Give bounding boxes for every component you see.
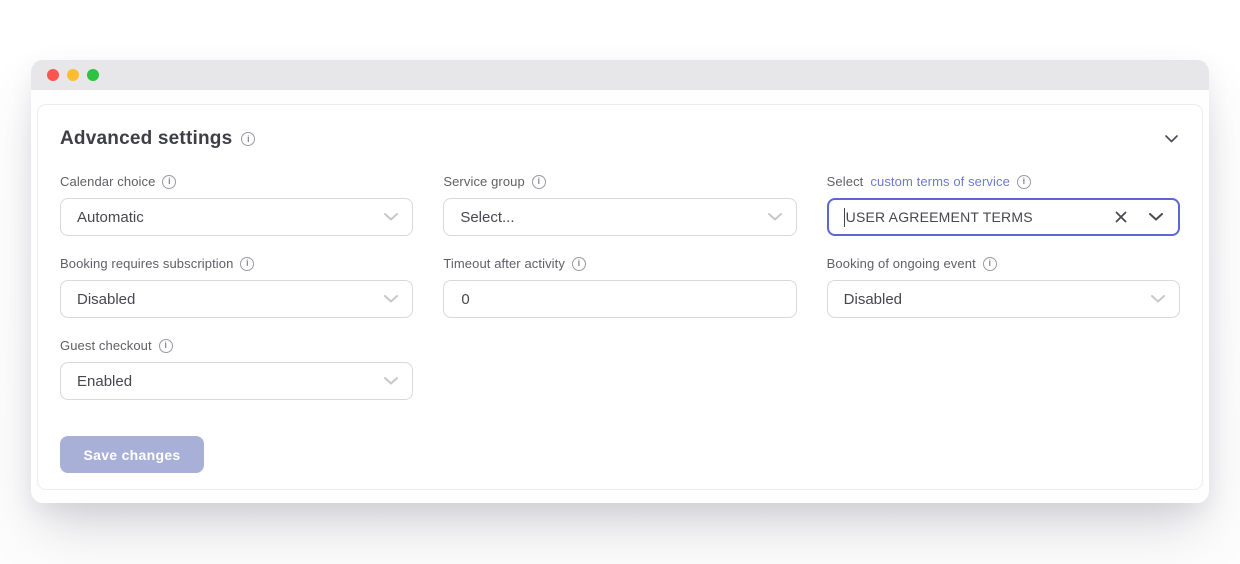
info-icon: i	[571, 256, 586, 271]
info-icon: i	[158, 338, 173, 353]
page-title: Advanced settings	[60, 128, 233, 149]
custom-terms-combobox[interactable]: USER AGREEMENT TERMS	[826, 198, 1180, 236]
save-changes-button[interactable]: Save changes	[60, 436, 204, 473]
field-calendar-choice: Calendar choice i Automatic	[60, 174, 414, 236]
calendar-choice-select[interactable]: Automatic	[60, 198, 414, 236]
collapse-section-button[interactable]	[1161, 131, 1182, 147]
info-icon: i	[531, 174, 546, 189]
minimize-button[interactable]	[67, 69, 79, 81]
close-button[interactable]	[47, 69, 59, 81]
select-value: Disabled	[77, 290, 136, 308]
booking-requires-subscription-label: Booking requires subscription	[60, 256, 234, 271]
select-value: Select...	[460, 208, 515, 226]
info-icon: i	[1016, 174, 1031, 189]
calendar-choice-label: Calendar choice	[60, 174, 156, 189]
field-booking-requires-subscription: Booking requires subscription i Disabled	[60, 256, 414, 318]
chevron-down-icon	[1165, 135, 1178, 143]
custom-terms-label-prefix: Select	[826, 174, 864, 189]
zoom-button[interactable]	[87, 69, 99, 81]
chevron-down-icon	[384, 377, 399, 385]
chevron-down-icon	[384, 213, 399, 221]
select-value: Enabled	[77, 372, 133, 390]
field-service-group: Service group i Select...	[443, 174, 797, 236]
guest-checkout-select[interactable]: Enabled	[60, 362, 414, 400]
app-window: Advanced settings i Calendar choice i Au…	[31, 60, 1209, 503]
service-group-label: Service group	[443, 174, 525, 189]
chevron-down-icon	[1149, 213, 1163, 221]
info-icon: i	[240, 256, 255, 271]
timeout-after-activity-input[interactable]	[443, 280, 797, 318]
chevron-down-icon	[1151, 295, 1165, 303]
close-icon	[1115, 211, 1127, 223]
booking-of-ongoing-event-select[interactable]: Disabled	[826, 280, 1180, 318]
booking-of-ongoing-event-label: Booking of ongoing event	[826, 256, 976, 271]
field-custom-terms: Select custom terms of service i USER AG…	[826, 174, 1180, 236]
settings-grid: Calendar choice i Automatic Service grou…	[60, 174, 1180, 400]
chevron-down-icon	[384, 295, 399, 303]
window-titlebar	[31, 60, 1209, 90]
timeout-after-activity-label: Timeout after activity	[443, 256, 565, 271]
panel-header: Advanced settings i	[60, 128, 1180, 150]
combobox-value: USER AGREEMENT TERMS	[845, 209, 1033, 225]
info-icon: i	[162, 174, 177, 189]
field-guest-checkout: Guest checkout i Enabled	[60, 338, 414, 400]
clear-selection-button[interactable]	[1113, 209, 1129, 225]
info-icon: i	[241, 132, 256, 146]
open-dropdown-button[interactable]	[1147, 211, 1165, 223]
service-group-select[interactable]: Select...	[443, 198, 797, 236]
booking-requires-subscription-select[interactable]: Disabled	[60, 280, 414, 318]
select-value: Disabled	[843, 290, 903, 308]
field-booking-of-ongoing-event: Booking of ongoing event i Disabled	[826, 256, 1180, 318]
info-icon: i	[982, 256, 997, 271]
advanced-settings-panel: Advanced settings i Calendar choice i Au…	[37, 104, 1203, 490]
chevron-down-icon	[767, 213, 782, 221]
field-timeout-after-activity: Timeout after activity i	[443, 256, 797, 318]
text-cursor	[843, 207, 845, 227]
guest-checkout-label: Guest checkout	[60, 338, 152, 353]
select-value: Automatic	[77, 208, 144, 226]
custom-terms-link[interactable]: custom terms of service	[870, 174, 1010, 189]
